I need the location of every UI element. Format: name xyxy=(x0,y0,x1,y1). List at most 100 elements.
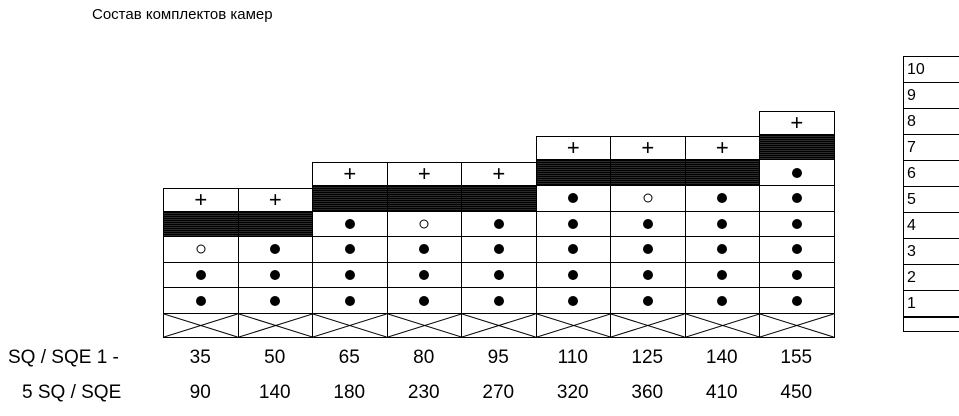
top-bar xyxy=(163,210,239,238)
top-bar xyxy=(610,159,686,186)
legend-level-number: 5 xyxy=(907,191,916,208)
chamber xyxy=(610,210,686,238)
chamber xyxy=(759,159,835,186)
chamber-icon xyxy=(344,218,355,229)
chamber xyxy=(461,261,537,289)
base-cross xyxy=(760,314,834,337)
row2-label: 5 SQ / SQE xyxy=(22,382,122,403)
chamber xyxy=(759,185,835,212)
chamber xyxy=(312,287,388,314)
legend-foot xyxy=(903,316,959,332)
chamber-icon xyxy=(791,167,802,178)
base-block xyxy=(461,313,537,338)
chamber xyxy=(684,210,760,238)
row1-label: SQ / SQE 1 - xyxy=(8,347,119,368)
column-value-sqe: 140 xyxy=(258,382,291,403)
base-block xyxy=(759,313,835,338)
column-value-sq: 35 xyxy=(189,347,211,368)
column-value-sq: 125 xyxy=(631,347,664,368)
chamber xyxy=(386,236,462,263)
chamber-icon xyxy=(270,270,281,281)
plus-cap: + xyxy=(610,136,686,161)
chamber xyxy=(386,210,462,238)
chamber xyxy=(312,261,388,289)
column-value-sqe: 320 xyxy=(556,382,589,403)
plus-cap: + xyxy=(386,162,462,186)
legend-level-number: 7 xyxy=(907,139,916,156)
chamber xyxy=(610,261,686,289)
plus-icon: + xyxy=(790,109,804,135)
chamber xyxy=(386,287,462,314)
base-block xyxy=(684,313,760,338)
chamber xyxy=(535,236,611,263)
top-bar xyxy=(312,185,388,212)
chamber xyxy=(535,185,611,212)
top-bar xyxy=(237,210,313,238)
open-chamber-icon xyxy=(196,244,206,254)
base-cross xyxy=(387,314,461,337)
chamber-icon xyxy=(717,270,728,281)
chamber-icon xyxy=(717,193,728,204)
column-value-sq: 110 xyxy=(557,347,588,368)
column-value-sq: 140 xyxy=(705,347,738,368)
top-bar xyxy=(461,185,537,212)
column-value-sqe: 450 xyxy=(780,382,813,403)
chamber-icon xyxy=(344,295,355,306)
legend-level: 10 xyxy=(903,56,959,83)
legend-level: 5 xyxy=(903,186,959,213)
column-value-sqe: 180 xyxy=(333,382,366,403)
chamber xyxy=(684,236,760,263)
chamber-icon xyxy=(568,193,579,204)
chamber-icon xyxy=(717,295,728,306)
base-block xyxy=(237,313,313,338)
plus-cap: + xyxy=(461,162,537,186)
chamber xyxy=(610,185,686,212)
top-bar xyxy=(535,159,611,186)
chamber-icon xyxy=(195,270,206,281)
legend-level: 9 xyxy=(903,82,959,109)
plus-icon: + xyxy=(194,186,208,212)
chamber xyxy=(312,210,388,238)
chamber xyxy=(684,261,760,289)
base-cross xyxy=(536,314,610,337)
chamber-icon xyxy=(717,218,728,229)
column-value-sq: 80 xyxy=(413,347,435,368)
chamber xyxy=(163,287,239,314)
base-cross xyxy=(611,314,685,337)
legend-level: 2 xyxy=(903,264,959,291)
chamber xyxy=(312,236,388,263)
column-value-sqe: 90 xyxy=(189,382,211,403)
legend-level: 6 xyxy=(903,160,959,187)
legend-level-number: 3 xyxy=(907,243,916,260)
chamber xyxy=(759,210,835,238)
open-chamber-icon xyxy=(643,193,653,203)
column-value-sqe: 410 xyxy=(705,382,738,403)
legend-level-number: 8 xyxy=(907,113,916,130)
top-bar xyxy=(386,185,462,212)
base-cross xyxy=(685,314,759,337)
chamber xyxy=(237,287,313,314)
base-block xyxy=(163,313,239,338)
chamber xyxy=(759,236,835,263)
base-cross xyxy=(313,314,387,337)
chamber xyxy=(237,261,313,289)
chamber xyxy=(610,236,686,263)
chamber-icon xyxy=(642,295,653,306)
legend-level-number: 4 xyxy=(907,217,916,234)
plus-icon: + xyxy=(492,161,506,186)
chamber xyxy=(461,210,537,238)
legend-level: 7 xyxy=(903,134,959,161)
column-value-sqe: 360 xyxy=(631,382,664,403)
chamber-icon xyxy=(568,270,579,281)
legend-level: 3 xyxy=(903,238,959,265)
plus-cap: + xyxy=(759,109,835,135)
plus-icon: + xyxy=(566,135,580,161)
chamber-icon xyxy=(791,295,802,306)
column-value-sq: 65 xyxy=(338,347,360,368)
legend-level-number: 1 xyxy=(907,295,916,312)
base-block xyxy=(386,313,462,338)
chamber xyxy=(461,287,537,314)
plus-cap: + xyxy=(163,186,239,212)
open-chamber-icon xyxy=(419,219,429,229)
